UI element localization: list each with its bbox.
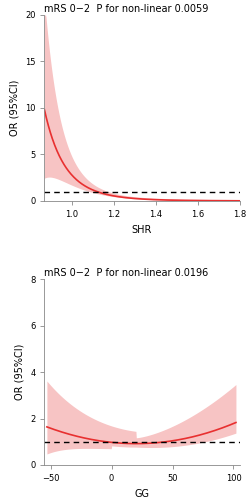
Y-axis label: OR (95%CI): OR (95%CI) xyxy=(9,80,19,136)
X-axis label: SHR: SHR xyxy=(132,224,152,234)
Y-axis label: OR (95%CI): OR (95%CI) xyxy=(15,344,24,400)
X-axis label: GG: GG xyxy=(135,488,149,498)
Text: mRS 0−2  P for non-linear 0.0196: mRS 0−2 P for non-linear 0.0196 xyxy=(44,268,209,278)
Text: mRS 0−2  P for non-linear 0.0059: mRS 0−2 P for non-linear 0.0059 xyxy=(44,4,209,14)
